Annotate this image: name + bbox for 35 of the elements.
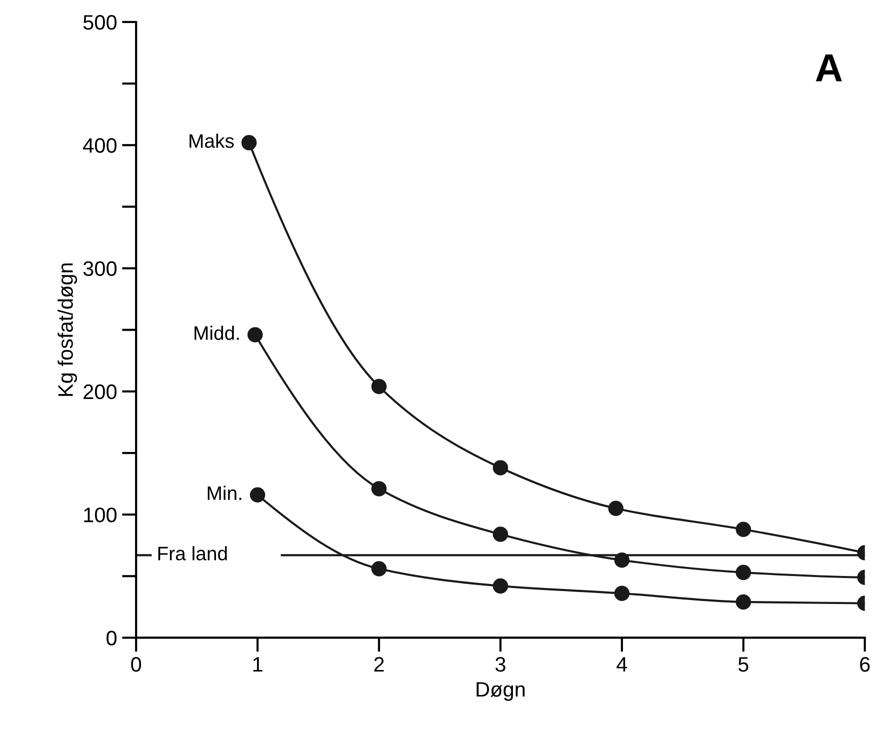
point bbox=[492, 526, 508, 542]
y-tick-label: 500 bbox=[83, 14, 117, 30]
x-tick-label: 6 bbox=[860, 657, 870, 672]
y-tick-label: 100 bbox=[84, 508, 117, 522]
x-tick-label: 0 bbox=[131, 657, 142, 672]
y-tick-label: 300 bbox=[83, 261, 117, 276]
point bbox=[250, 487, 266, 502]
point bbox=[492, 578, 508, 594]
ref-line-label: Fra land bbox=[158, 546, 227, 560]
series-label: Midd. bbox=[194, 326, 239, 340]
y-axis-title: Kg fosfat/døgn bbox=[58, 263, 78, 396]
x-tick-label: 1 bbox=[253, 657, 262, 672]
x-tick-label: 4 bbox=[616, 657, 628, 672]
point bbox=[614, 586, 630, 602]
x-tick-label: 2 bbox=[374, 657, 384, 672]
point bbox=[736, 522, 752, 537]
point bbox=[736, 564, 752, 580]
y-tick-label: 200 bbox=[84, 384, 117, 400]
y-tick-label: 0 bbox=[106, 630, 117, 646]
x-tick-label: 5 bbox=[738, 657, 748, 672]
x-axis-title: Døgn bbox=[476, 682, 525, 701]
y-tick-label: 400 bbox=[83, 138, 117, 153]
point bbox=[492, 460, 508, 476]
point bbox=[736, 594, 752, 610]
point bbox=[608, 500, 624, 516]
point bbox=[371, 378, 387, 394]
series-label: Min. bbox=[208, 486, 242, 500]
point bbox=[241, 135, 257, 150]
point bbox=[371, 561, 387, 576]
x-tick-label: 3 bbox=[495, 657, 506, 672]
point bbox=[247, 327, 263, 342]
point bbox=[371, 481, 387, 496]
point bbox=[614, 552, 630, 568]
series-label: Maks bbox=[190, 134, 234, 148]
text: A bbox=[816, 54, 842, 82]
